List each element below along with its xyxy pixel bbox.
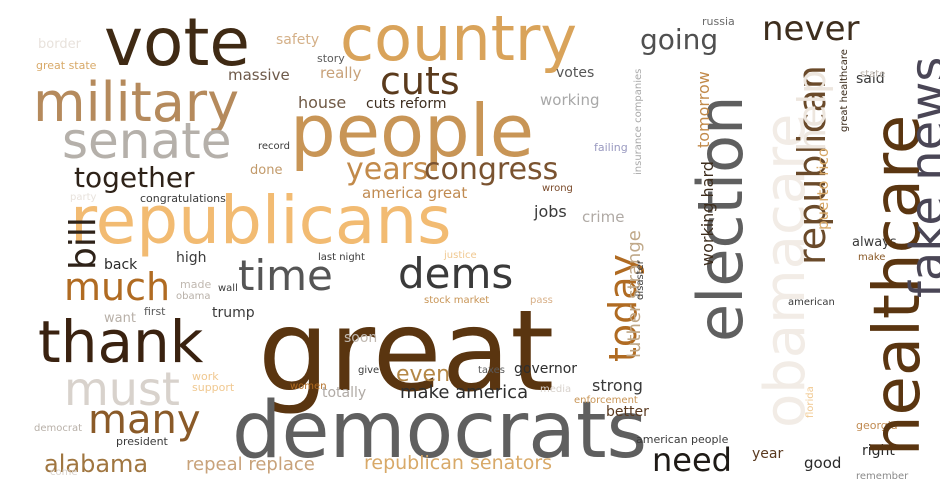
word-taxes: taxes bbox=[478, 365, 506, 376]
word-cuts-reform: cuts reform bbox=[366, 96, 447, 112]
word-fake-news: fake news bbox=[900, 56, 940, 298]
word-want: want bbox=[104, 311, 136, 326]
word-even: even bbox=[396, 362, 451, 387]
word-made: made bbox=[180, 278, 212, 291]
word-come: come bbox=[50, 467, 78, 478]
word-jobs: jobs bbox=[534, 202, 567, 221]
word-party: party bbox=[70, 192, 97, 203]
word-great-state: great state bbox=[36, 59, 97, 72]
word-massive: massive bbox=[228, 66, 290, 84]
word-back: back bbox=[104, 257, 138, 273]
word-high: high bbox=[176, 250, 207, 266]
word-crime: crime bbox=[582, 208, 625, 226]
word-stock-market: stock market bbox=[424, 295, 490, 306]
word-puerto-rico: puerto rico bbox=[814, 147, 832, 230]
word-vote: vote bbox=[104, 4, 250, 81]
word-great: great bbox=[258, 287, 555, 417]
word-help: help bbox=[790, 69, 834, 152]
word-done: done bbox=[250, 163, 283, 178]
word-always: always bbox=[852, 235, 897, 250]
word-democrats: democrats bbox=[232, 386, 648, 476]
word-border: border bbox=[38, 37, 81, 52]
word-last-night: last night bbox=[318, 252, 365, 263]
word-said: said bbox=[856, 71, 885, 87]
word-american-people: american people bbox=[636, 433, 729, 446]
word-strong: strong bbox=[592, 376, 643, 395]
word-congress: congress bbox=[424, 152, 559, 187]
word-georgia: georgia bbox=[856, 419, 898, 432]
word-year: year bbox=[752, 446, 784, 462]
word-better: better bbox=[606, 404, 649, 420]
word-president: president bbox=[116, 435, 168, 448]
word-record: record bbox=[258, 141, 290, 152]
word-never: never bbox=[762, 9, 860, 49]
word-votes: votes bbox=[556, 65, 595, 81]
word-bill: bill bbox=[63, 217, 104, 270]
word-working-hard: working hard bbox=[698, 161, 717, 266]
word-alabama: alabama bbox=[44, 450, 149, 478]
word-make: make bbox=[858, 252, 886, 263]
word-years: years bbox=[346, 152, 429, 187]
word-senate: senate bbox=[62, 112, 232, 170]
word-country: country bbox=[340, 2, 578, 75]
word-democrat: democrat bbox=[34, 423, 83, 434]
word-great-healthcare: great healthcare bbox=[839, 49, 850, 132]
word-tomorrow: tomorrow bbox=[694, 71, 713, 148]
word-state: state bbox=[860, 69, 886, 80]
word-support: support bbox=[192, 381, 235, 394]
word-thank: thank bbox=[38, 308, 204, 376]
word-justice: justice bbox=[444, 250, 477, 261]
word-wall: wall bbox=[218, 283, 238, 294]
word-time: time bbox=[238, 251, 333, 300]
word-house: house bbox=[298, 93, 347, 112]
word-congratulations: congratulations bbox=[140, 192, 226, 205]
word-florida: florida bbox=[805, 386, 816, 418]
word-republicans: republicans bbox=[70, 182, 452, 259]
word-going: going bbox=[640, 23, 719, 56]
word-good: good bbox=[804, 454, 842, 472]
word-totally: totally bbox=[322, 385, 367, 401]
word-remember: remember bbox=[856, 471, 909, 482]
word-military: military bbox=[33, 71, 240, 134]
word-obama: obama bbox=[176, 291, 211, 302]
word-working: working bbox=[540, 91, 600, 109]
word-dems: dems bbox=[398, 249, 514, 298]
word-disaster: disaster bbox=[635, 260, 646, 300]
word-make-america: make america bbox=[400, 382, 529, 403]
word-trump: trump bbox=[212, 305, 255, 321]
word-repeal-replace: repeal replace bbox=[186, 454, 315, 475]
word-republican-senators: republican senators bbox=[364, 452, 553, 474]
word-many: many bbox=[88, 397, 201, 443]
word-america-great: america great bbox=[362, 184, 468, 202]
word-right: right bbox=[862, 443, 895, 459]
word-failing: failing bbox=[594, 141, 628, 154]
word-media: media bbox=[540, 384, 572, 395]
word-must: must bbox=[64, 362, 180, 416]
word-governor: governor bbox=[514, 361, 578, 377]
word-much: much bbox=[64, 265, 171, 309]
word-story: story bbox=[317, 52, 345, 65]
word-insurance-companies: insurance companies bbox=[633, 68, 644, 175]
word-soon: soon bbox=[344, 330, 378, 346]
word-really: really bbox=[320, 64, 362, 82]
word-work: work bbox=[192, 370, 219, 383]
word-pass: pass bbox=[530, 295, 553, 306]
word-people: people bbox=[290, 89, 535, 173]
word-together: together bbox=[74, 161, 195, 194]
word-russia: russia bbox=[702, 15, 735, 28]
word-need: need bbox=[652, 441, 732, 479]
word-women: women bbox=[290, 381, 327, 392]
word-cuts: cuts bbox=[380, 59, 460, 103]
word-safety: safety bbox=[276, 32, 320, 48]
word-first: first bbox=[144, 305, 166, 318]
word-give: give bbox=[358, 365, 380, 376]
word-wrong: wrong bbox=[542, 183, 573, 194]
word-american: american bbox=[788, 297, 835, 308]
word-enforcement: enforcement bbox=[574, 395, 638, 406]
